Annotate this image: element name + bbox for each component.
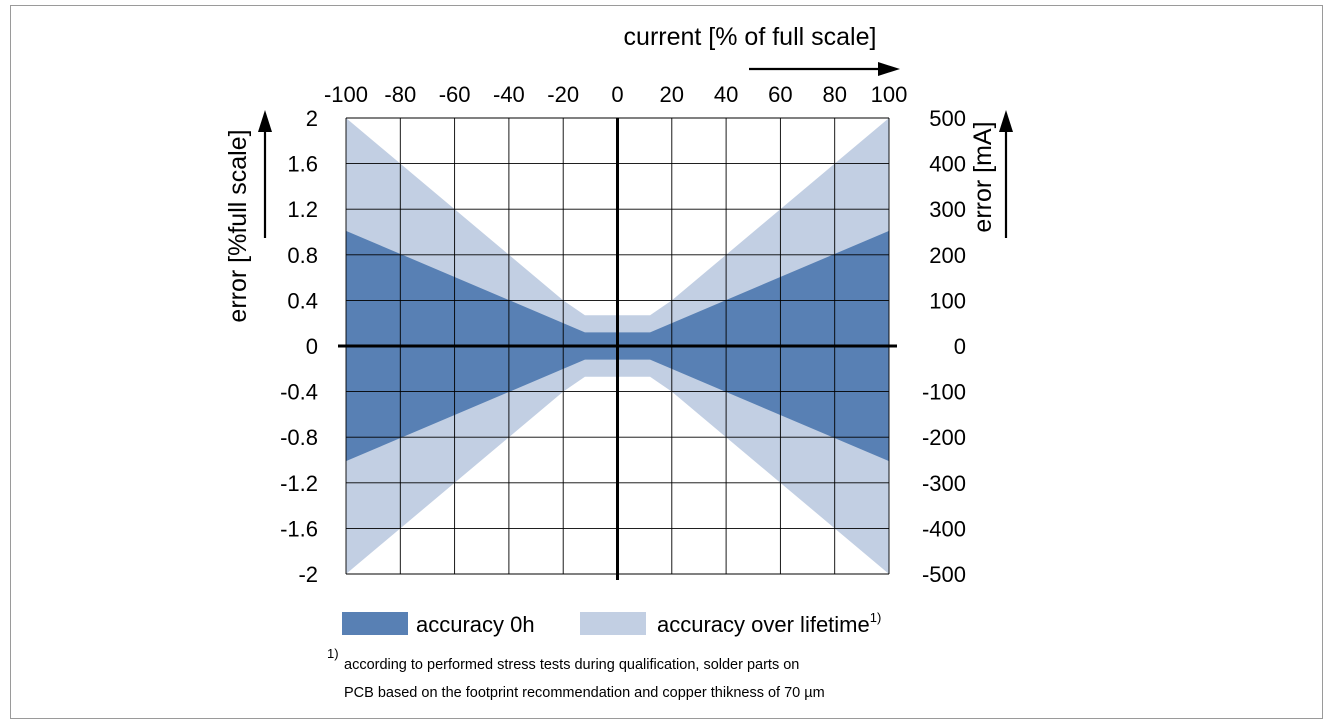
y-left-tick-label: -2: [298, 562, 318, 587]
y-right-tick-label: -400: [922, 516, 966, 541]
legend-label-accuracy-0h: accuracy 0h: [416, 612, 535, 637]
y-left-tick-labels: 2 1.6 1.2 0.8 0.4 0 -0.4 -0.8 -1.2 -1.6 -2: [280, 106, 318, 587]
footnote-line-1: according to performed stress tests duri…: [344, 657, 799, 673]
y-right-tick-label: -100: [922, 380, 966, 405]
x-tick-label: 20: [660, 82, 684, 107]
x-tick-label: 60: [768, 82, 792, 107]
x-tick-label: -100: [324, 82, 368, 107]
y-right-tick-label: 300: [929, 197, 966, 222]
x-tick-label: -40: [493, 82, 525, 107]
figure-frame: [10, 5, 1323, 719]
legend-swatch-accuracy-0h: [342, 612, 408, 635]
y-left-tick-label: -0.4: [280, 380, 318, 405]
y-left-tick-label: -0.8: [280, 425, 318, 450]
y-left-tick-label: -1.6: [280, 516, 318, 541]
y-left-tick-label: 0.4: [287, 288, 318, 313]
y-right-tick-label: 0: [954, 334, 966, 359]
footnote: 1) according to performed stress tests d…: [327, 646, 825, 701]
x-tick-label: 0: [611, 82, 623, 107]
legend-label-superscript: 1): [870, 610, 882, 625]
x-tick-label: -80: [384, 82, 416, 107]
x-tick-labels: -100 -80 -60 -40 -20 0 20 40 60 80 100: [324, 82, 907, 107]
y-right-tick-label: -500: [922, 562, 966, 587]
y-left-tick-label: 0: [306, 334, 318, 359]
x-tick-label: 40: [714, 82, 738, 107]
y-right-tick-label: 500: [929, 106, 966, 131]
y-right-axis-title: error [mA]: [969, 121, 997, 232]
footnote-marker: 1): [327, 646, 339, 661]
x-tick-label: -20: [547, 82, 579, 107]
y-right-tick-labels: 500 400 300 200 100 0 -100 -200 -300 -400 -500: [922, 106, 966, 587]
y-left-tick-label: 0.8: [287, 243, 318, 268]
legend-label-accuracy-lifetime: accuracy over lifetime: [657, 612, 870, 637]
y-left-tick-label: 1.2: [287, 197, 318, 222]
y-right-tick-label: -200: [922, 425, 966, 450]
footnote-line-2: PCB based on the footprint recommendatio…: [344, 685, 825, 701]
x-tick-label: 100: [871, 82, 908, 107]
main-axes: [338, 118, 897, 580]
y-left-axis-title: error [%full scale]: [224, 129, 252, 322]
x-axis-title: current [% of full scale]: [624, 23, 877, 51]
y-right-axis-arrow: [999, 110, 1013, 238]
legend-swatch-accuracy-lifetime: [580, 612, 646, 635]
x-tick-label: 80: [822, 82, 846, 107]
svg-text:accuracy over lifetime1): accuracy over lifetime1): [657, 610, 881, 637]
x-axis-arrow: [749, 62, 900, 76]
y-left-axis-arrow: [258, 110, 272, 238]
y-left-tick-label: 2: [306, 106, 318, 131]
y-left-tick-label: 1.6: [287, 152, 318, 177]
y-left-tick-label: -1.2: [280, 471, 318, 496]
y-right-tick-label: 400: [929, 152, 966, 177]
x-tick-label: -60: [439, 82, 471, 107]
y-right-tick-label: -300: [922, 471, 966, 496]
y-right-tick-label: 200: [929, 243, 966, 268]
legend: accuracy 0h accuracy over lifetime1): [342, 610, 881, 637]
y-right-tick-label: 100: [929, 288, 966, 313]
